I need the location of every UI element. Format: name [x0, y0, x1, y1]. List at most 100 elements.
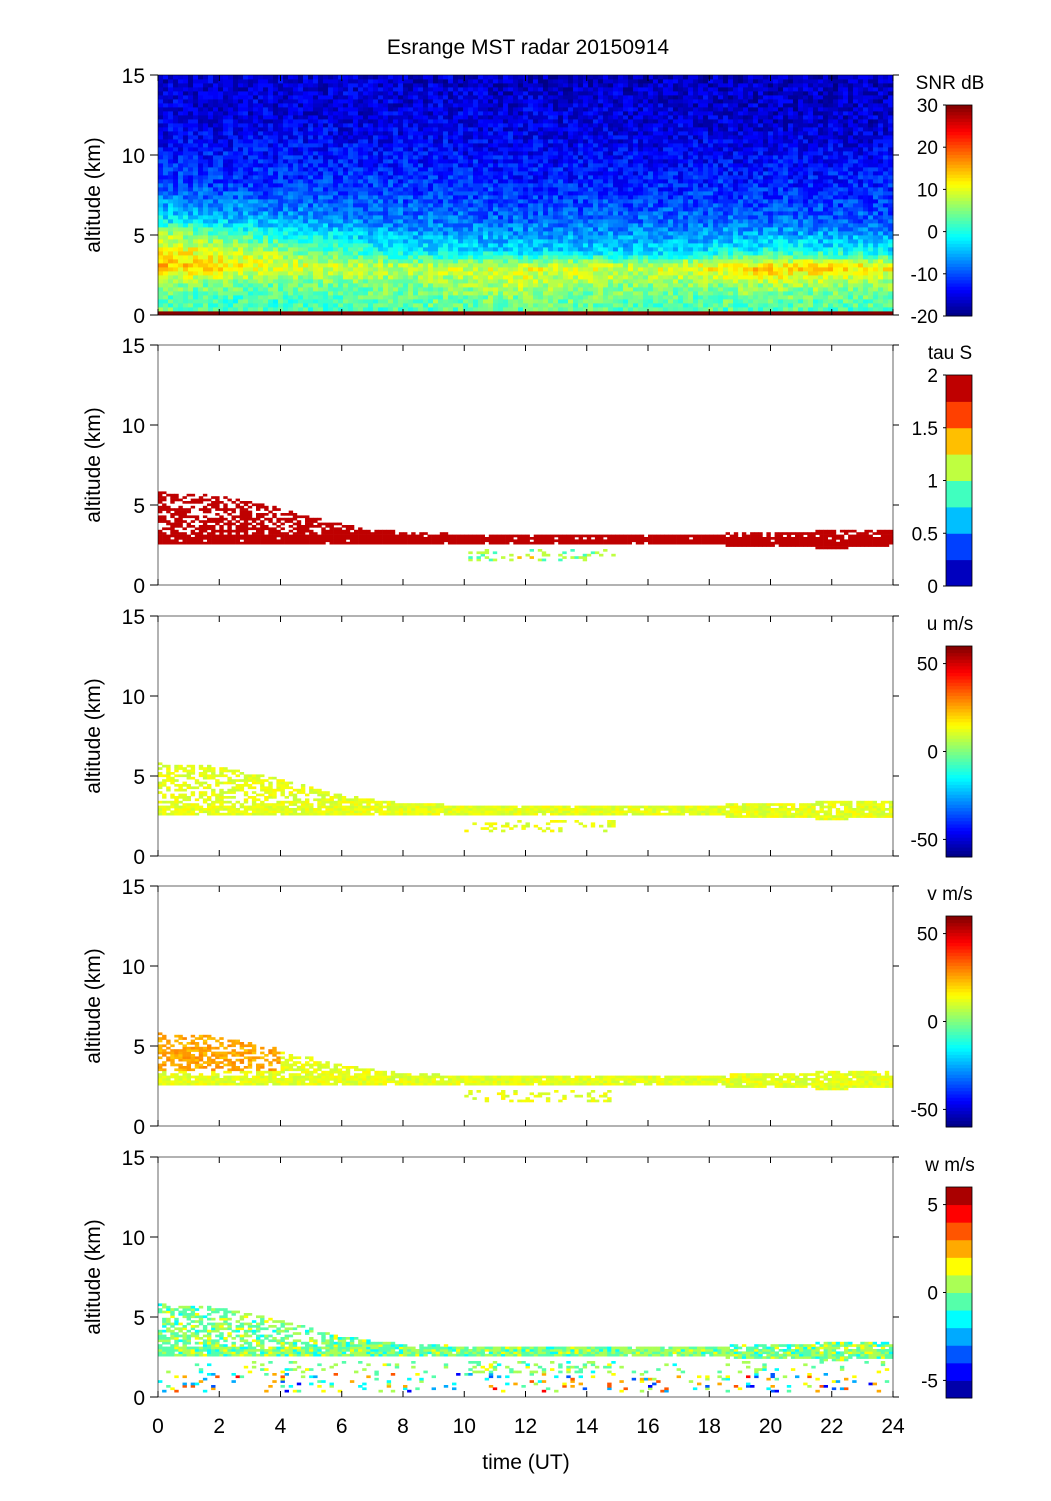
heatmap-cell — [203, 103, 209, 108]
heatmap-cell — [223, 247, 229, 252]
heatmap-cell — [373, 167, 379, 172]
heatmap-cell — [518, 187, 524, 192]
heatmap-cell — [418, 123, 424, 128]
heatmap-cell — [328, 167, 334, 172]
heatmap-cell — [558, 147, 564, 152]
heatmap-cell — [368, 159, 374, 164]
heatmap-cell — [168, 227, 174, 232]
heatmap-cell — [413, 123, 419, 128]
heatmap-cell — [218, 107, 224, 112]
heatmap-cell — [473, 223, 479, 228]
heatmap-cell — [333, 259, 339, 264]
heatmap-cell — [158, 255, 164, 260]
heatmap-cell — [258, 167, 264, 172]
heatmap-cell — [208, 263, 214, 268]
heatmap-cell — [238, 151, 244, 156]
heatmap-cell — [193, 267, 199, 272]
heatmap-cell — [448, 251, 454, 256]
heatmap-cell — [373, 287, 379, 292]
heatmap-cell — [543, 239, 549, 244]
heatmap-cell — [378, 191, 384, 196]
heatmap-cell — [323, 275, 329, 280]
heatmap-cell — [213, 171, 219, 176]
heatmap-cell — [553, 99, 559, 104]
heatmap-cell — [223, 291, 229, 296]
heatmap-cell — [198, 99, 204, 104]
heatmap-cell — [448, 223, 454, 228]
heatmap-cell — [353, 83, 359, 88]
heatmap-cell — [423, 115, 429, 120]
heatmap-cell — [528, 147, 534, 152]
heatmap-cell — [523, 87, 529, 92]
heatmap-cell — [483, 283, 489, 288]
heatmap-cell — [523, 191, 529, 196]
heatmap-cell — [208, 251, 214, 256]
heatmap-cell — [413, 143, 419, 148]
heatmap-cell — [378, 83, 384, 88]
heatmap-cell — [413, 283, 419, 288]
heatmap-cell — [223, 107, 229, 112]
heatmap-cell — [533, 235, 539, 240]
heatmap-cell — [343, 259, 349, 264]
heatmap-cell — [283, 191, 289, 196]
heatmap-cell — [373, 155, 379, 160]
heatmap-cell — [468, 243, 474, 248]
heatmap-cell — [478, 139, 484, 144]
heatmap-cell — [543, 103, 549, 108]
heatmap-cell — [353, 171, 359, 176]
heatmap-cell — [308, 167, 314, 172]
heatmap-cell — [508, 123, 514, 128]
heatmap-cell — [333, 307, 339, 312]
heatmap-cell — [528, 163, 534, 168]
heatmap-cell — [408, 235, 414, 240]
heatmap-cell — [363, 295, 369, 300]
heatmap-cell — [443, 263, 449, 268]
heatmap-cell — [368, 111, 374, 116]
heatmap-cell — [338, 171, 344, 176]
heatmap-cell — [448, 295, 454, 300]
heatmap-cell — [413, 191, 419, 196]
heatmap-cell — [483, 135, 489, 140]
heatmap-cell — [168, 231, 174, 236]
heatmap-cell — [433, 211, 439, 216]
heatmap-cell — [193, 159, 199, 164]
heatmap-cell — [203, 215, 209, 220]
heatmap-cell — [323, 171, 329, 176]
heatmap-cell — [553, 231, 559, 236]
heatmap-cell — [493, 187, 499, 192]
heatmap-cell — [248, 307, 254, 312]
heatmap-cell — [438, 171, 444, 176]
heatmap-cell — [448, 283, 454, 288]
heatmap-cell — [438, 211, 444, 216]
heatmap-cell — [303, 287, 309, 292]
heatmap-cell — [233, 307, 239, 312]
heatmap-cell — [198, 151, 204, 156]
heatmap-cell — [268, 311, 274, 316]
heatmap-cell — [188, 303, 194, 308]
heatmap-cell — [498, 167, 504, 172]
heatmap-cell — [503, 275, 509, 280]
heatmap-cell — [183, 95, 189, 100]
heatmap-cell — [463, 183, 469, 188]
heatmap-cell — [338, 179, 344, 184]
heatmap-cell — [448, 291, 454, 296]
heatmap-cell — [243, 287, 249, 292]
heatmap-cell — [323, 251, 329, 256]
heatmap-cell — [243, 127, 249, 132]
heatmap-cell — [368, 271, 374, 276]
heatmap-cell — [343, 299, 349, 304]
heatmap-cell — [268, 295, 274, 300]
heatmap-cell — [428, 203, 434, 208]
heatmap-cell — [498, 215, 504, 220]
heatmap-cell — [358, 195, 364, 200]
heatmap-cell — [473, 183, 479, 188]
heatmap-cell — [193, 115, 199, 120]
heatmap-cell — [348, 111, 354, 116]
heatmap-cell — [208, 75, 214, 80]
heatmap-cell — [223, 175, 229, 180]
heatmap-cell — [363, 207, 369, 212]
heatmap-cell — [473, 251, 479, 256]
heatmap-cell — [283, 311, 289, 316]
heatmap-cell — [303, 215, 309, 220]
heatmap-cell — [418, 167, 424, 172]
